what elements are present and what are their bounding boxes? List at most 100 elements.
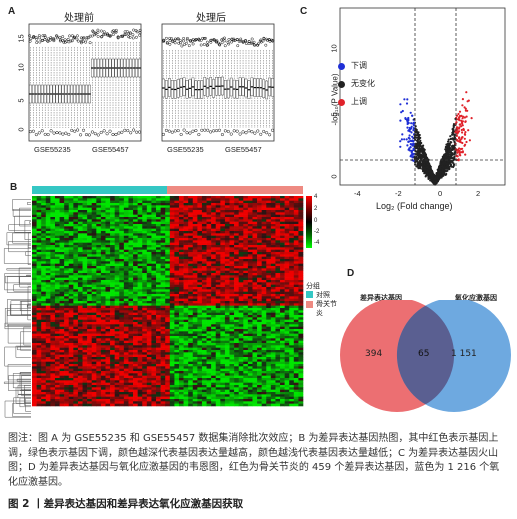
volcano-point [464, 109, 467, 112]
heatmap-cell [224, 221, 230, 225]
heatmap-cell [229, 282, 235, 285]
heatmap-cell [206, 233, 212, 236]
heatmap-cell [36, 277, 42, 281]
heatmap-cell [206, 240, 212, 243]
heatmap-cell [243, 261, 249, 264]
heatmap-cell [270, 245, 276, 248]
heatmap-cell [100, 214, 106, 218]
heatmap-cell [169, 291, 175, 295]
heatmap-cell [215, 301, 221, 304]
heatmap-cell [160, 280, 166, 283]
heatmap-cell [284, 217, 290, 220]
heatmap-cell [174, 301, 180, 304]
volcano-point [439, 170, 442, 173]
heatmap-cell [32, 203, 37, 206]
heatmap-cell [224, 296, 230, 299]
heatmap-cell [123, 294, 129, 297]
heatmap-cell [32, 270, 37, 274]
heatmap-cell [238, 212, 244, 215]
heatmap-cell [59, 266, 65, 269]
heatmap-cell [87, 280, 93, 283]
heatmap-cell [188, 228, 194, 232]
outlier [185, 38, 189, 42]
heatmap-cell [192, 291, 198, 295]
heatmap-cell [201, 275, 207, 278]
heatmap-cell [41, 247, 47, 250]
heatmap-cell [298, 282, 304, 285]
heatmap-cell [275, 254, 281, 257]
heatmap-cell [105, 308, 111, 311]
heatmap-cell [257, 207, 262, 211]
heatmap-cell [169, 252, 175, 255]
heatmap-cell [137, 221, 143, 225]
heatmap-cell [238, 249, 244, 253]
panel-c-ytick-0: 0 [329, 174, 339, 179]
heatmap-cell [146, 266, 152, 269]
heatmap-cell [54, 282, 60, 285]
volcano-point [405, 102, 409, 105]
heatmap-cell [105, 228, 111, 232]
heatmap-cell [211, 224, 217, 227]
heatmap-cell [160, 203, 166, 206]
heatmap-cell [220, 284, 226, 288]
heatmap-cell [257, 301, 262, 304]
outlier [253, 43, 257, 47]
heatmap-cell [234, 205, 239, 208]
heatmap-cell [178, 256, 184, 260]
heatmap-cell [257, 224, 262, 227]
heatmap-cell [183, 212, 189, 215]
heatmap-cell [110, 214, 115, 218]
heatmap-cell [50, 203, 56, 206]
heatmap-cell [234, 259, 239, 262]
heatmap-cell [188, 247, 194, 250]
heatmap-cell [289, 205, 295, 208]
heatmap-cell [234, 287, 239, 290]
heatmap-cell [123, 252, 129, 255]
heatmap-cell [36, 308, 42, 311]
heatmap-cell [151, 221, 157, 225]
heatmap-cell [119, 282, 125, 285]
volcano-point [410, 122, 413, 125]
heatmap-cell [110, 252, 115, 255]
heatmap-cell [82, 245, 88, 248]
heatmap-cell [183, 277, 189, 281]
heatmap-cell [289, 198, 295, 201]
heatmap-cell [298, 268, 304, 271]
heatmap-cell [261, 289, 267, 292]
heatmap-cell [96, 249, 102, 253]
heatmap-cell [211, 282, 217, 285]
heatmap-cell [119, 231, 125, 234]
heatmap-cell [156, 221, 161, 225]
heatmap-cell [73, 249, 79, 253]
heatmap-cell [114, 263, 120, 267]
heatmap-cell [201, 303, 207, 306]
heatmap-cell [270, 268, 276, 271]
legend-up: 上调 [338, 96, 398, 114]
heatmap-cell [59, 308, 65, 311]
heatmap-cell [114, 214, 120, 218]
heatmap-cell [96, 221, 102, 225]
heatmap-cell [137, 247, 143, 250]
heatmap-cell [87, 198, 93, 201]
heatmap-cell [220, 261, 226, 264]
heatmap-cell [289, 196, 295, 199]
heatmap-cell [156, 270, 161, 274]
heatmap-cell [123, 301, 129, 304]
heatmap-cell [197, 296, 203, 299]
heatmap-cell [45, 212, 51, 215]
outlier [177, 37, 180, 41]
heatmap-cell [211, 198, 217, 201]
outlier [52, 131, 56, 135]
heatmap-cell [266, 240, 272, 243]
heatmap-cell [224, 210, 230, 213]
heatmap-cell [234, 249, 239, 253]
outlier [125, 30, 129, 33]
heatmap-cell [224, 305, 230, 309]
heatmap-cell [73, 221, 79, 225]
heatmap-cell [160, 266, 166, 269]
heatmap-cell [206, 226, 212, 229]
heatmap-cell [188, 242, 194, 246]
heatmap-cell [229, 273, 235, 276]
heatmap-cell [275, 224, 281, 227]
heatmap-cell [82, 277, 88, 281]
